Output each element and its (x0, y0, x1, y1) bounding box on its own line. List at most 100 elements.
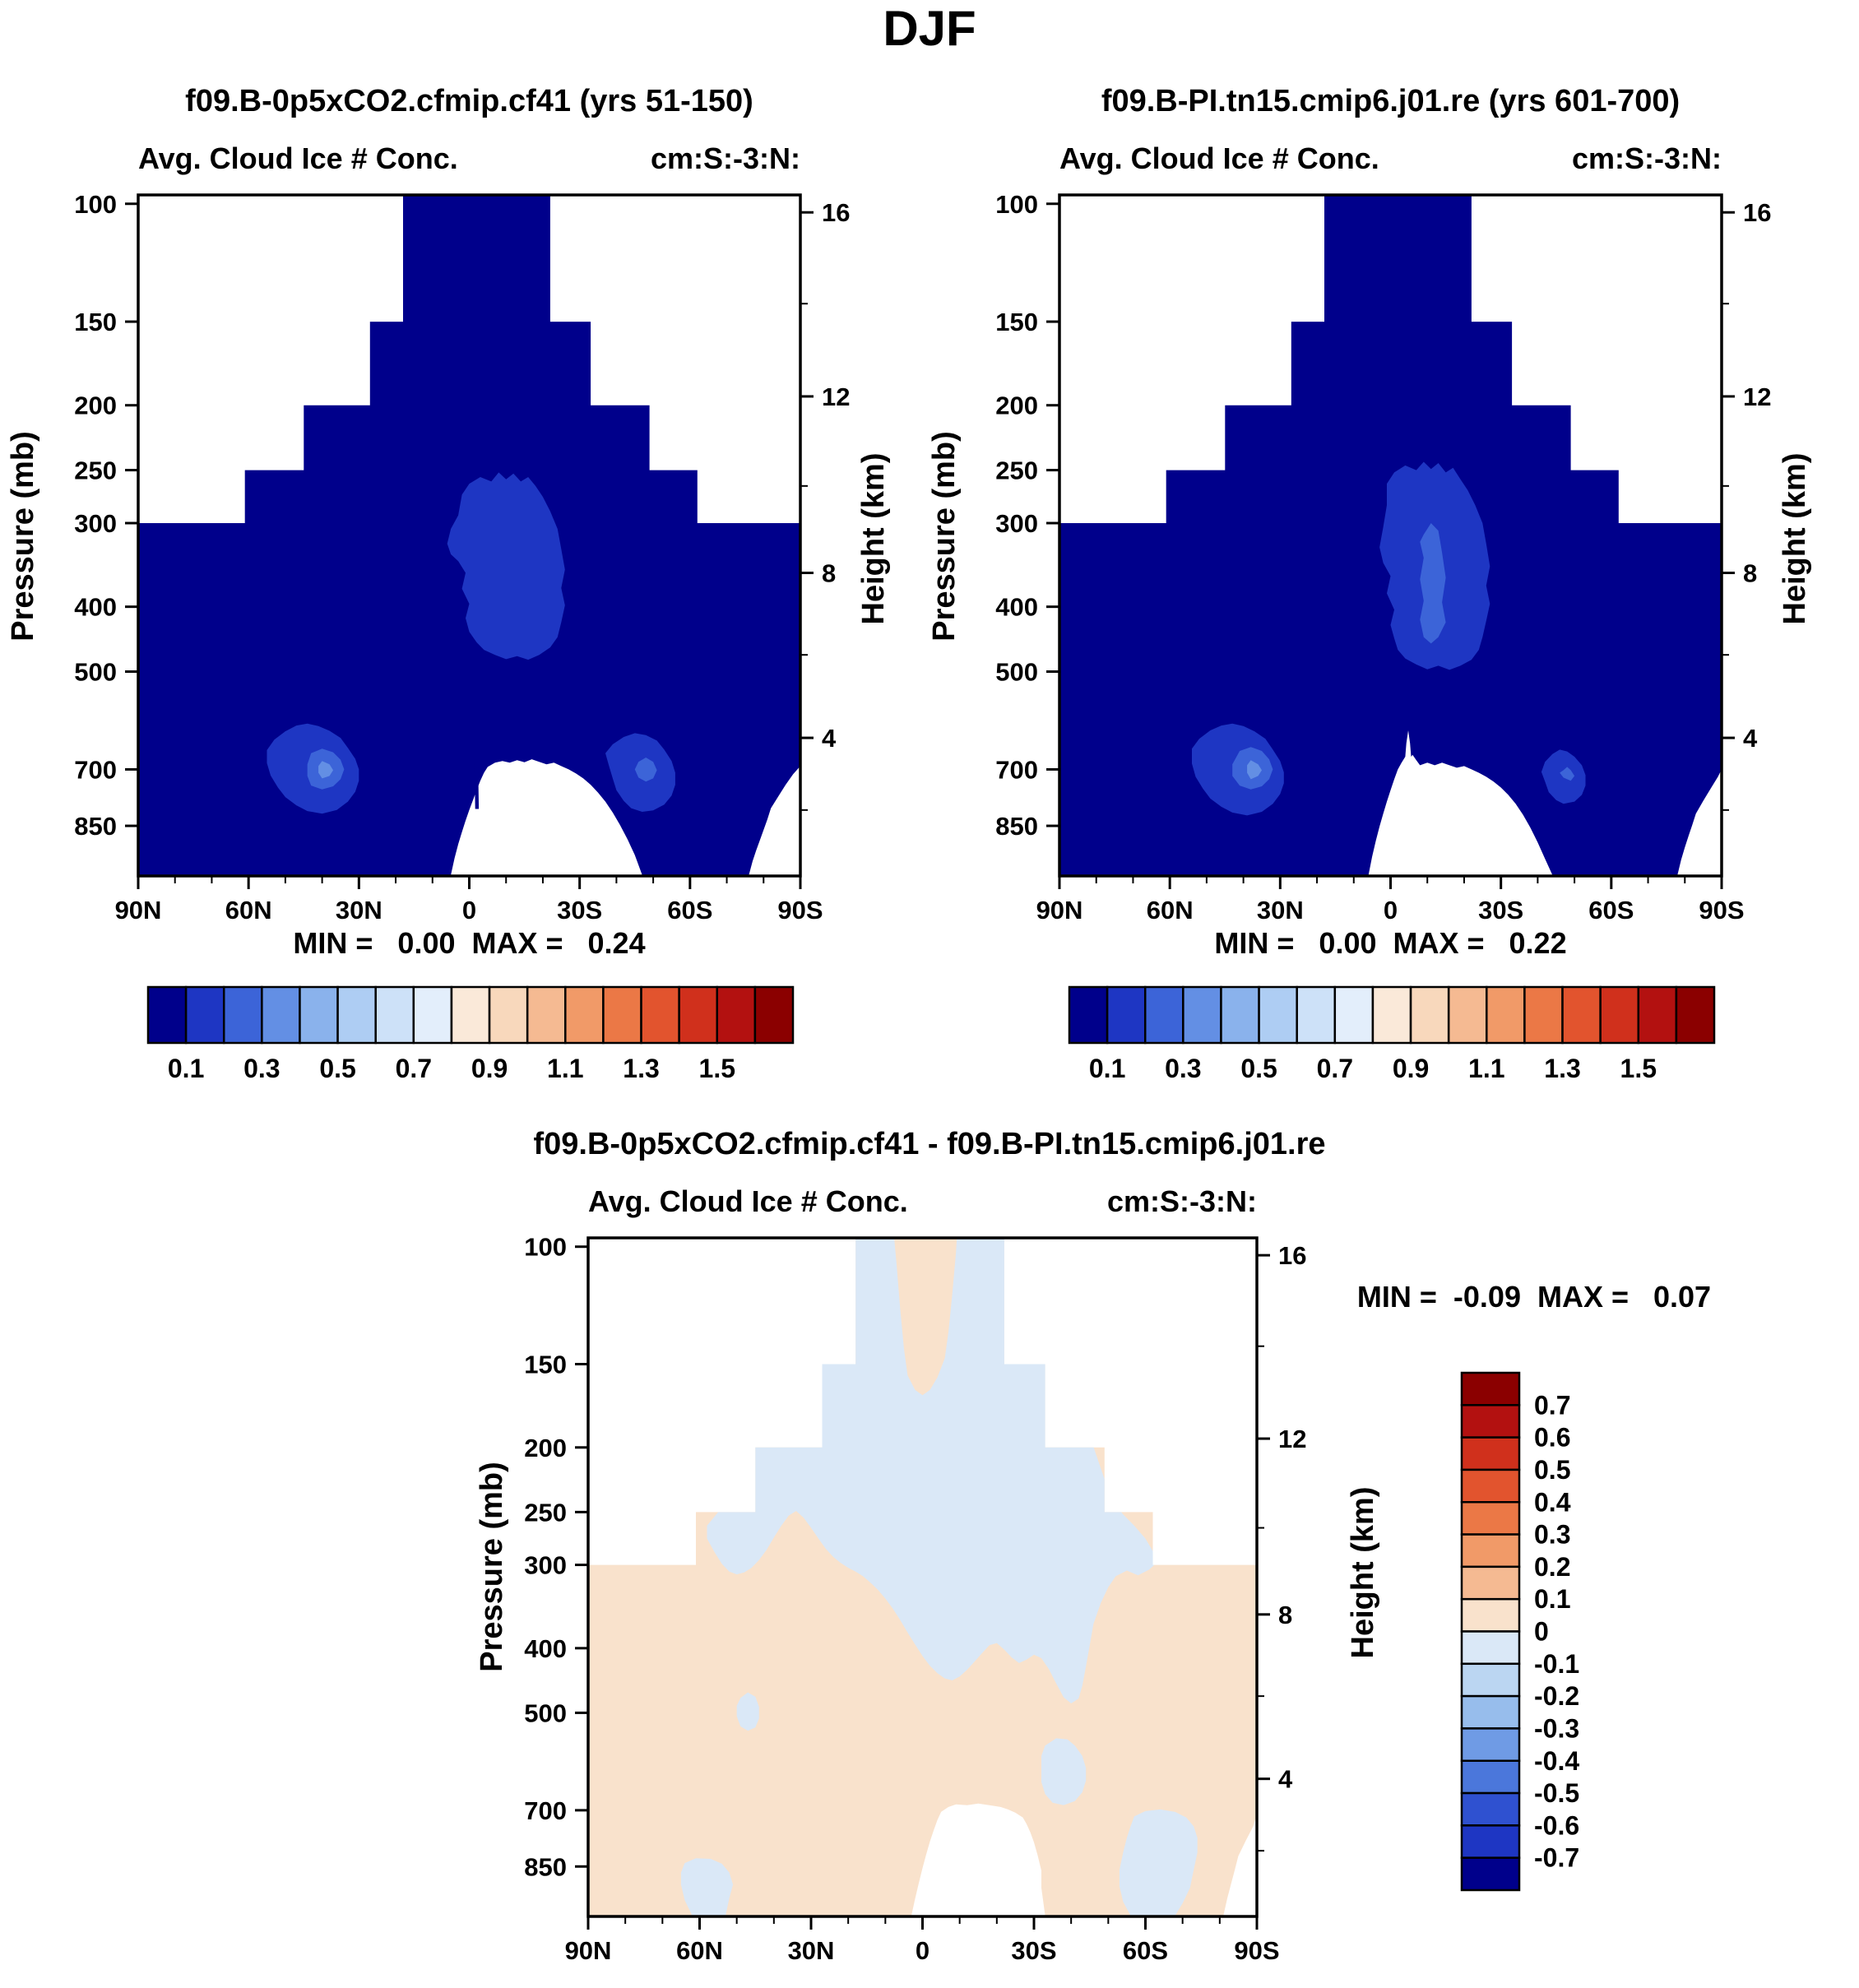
svg-text:30N: 30N (336, 896, 382, 924)
svg-text:200: 200 (995, 392, 1038, 420)
svg-text:0: 0 (1384, 896, 1398, 924)
panel1-height-axis-label: Height (km) (856, 452, 891, 625)
svg-text:30S: 30S (1011, 1936, 1056, 1965)
panel2-subtitle-row: Avg. Cloud Ice # Conc. cm:S:-3:N: (1059, 141, 1722, 176)
svg-text:500: 500 (995, 658, 1038, 687)
panel-0p5xco2: 90N 60N 30N 0 30S 60S 90S 100 150 200 250 300 400 500… (74, 190, 850, 1083)
svg-text:-0.6: -0.6 (1534, 1810, 1579, 1840)
svg-text:500: 500 (74, 658, 117, 687)
svg-text:-0.3: -0.3 (1534, 1713, 1579, 1743)
panel-difference: 90N 60N 30N 0 30S 60S 90S 100 150 200 250 300 400 500… (524, 1233, 1579, 1965)
svg-text:4: 4 (1743, 724, 1758, 753)
svg-text:90S: 90S (1234, 1936, 1279, 1965)
panel1-field-label: Avg. Cloud Ice # Conc. (138, 141, 458, 175)
svg-text:0.1: 0.1 (1534, 1584, 1570, 1614)
svg-text:0.5: 0.5 (319, 1054, 355, 1083)
svg-text:0.3: 0.3 (1165, 1054, 1201, 1083)
svg-text:-0.2: -0.2 (1534, 1681, 1579, 1711)
svg-text:400: 400 (995, 593, 1038, 622)
panel3-height-axis-label: Height (km) (1346, 1486, 1380, 1659)
svg-text:1.5: 1.5 (1620, 1054, 1657, 1083)
svg-text:0.3: 0.3 (1534, 1520, 1570, 1550)
svg-text:0.9: 0.9 (1393, 1054, 1429, 1083)
svg-text:-0.1: -0.1 (1534, 1649, 1579, 1679)
svg-text:300: 300 (74, 509, 117, 538)
panel2-height-axis-label: Height (km) (1778, 452, 1812, 625)
panel3-minmax: MIN = -0.09 MAX = 0.07 (1356, 1280, 1712, 1314)
svg-text:8: 8 (822, 558, 836, 587)
svg-text:60N: 60N (225, 896, 272, 924)
svg-text:90S: 90S (1699, 896, 1744, 924)
panel1-subtitle-row: Avg. Cloud Ice # Conc. cm:S:-3:N: (138, 141, 800, 176)
svg-text:850: 850 (995, 812, 1038, 841)
panel1-title: f09.B-0p5xCO2.cfmip.cf41 (yrs 51-150) (185, 84, 753, 118)
svg-text:400: 400 (524, 1634, 567, 1663)
panel2-pressure-axis-label: Pressure (mb) (927, 431, 962, 642)
svg-text:0.7: 0.7 (1534, 1390, 1570, 1420)
svg-text:1.3: 1.3 (623, 1054, 659, 1083)
panel1-minmax: MIN = 0.00 MAX = 0.24 (293, 926, 646, 960)
panel3-units-label: cm:S:-3:N: (1106, 1184, 1257, 1218)
svg-text:12: 12 (822, 382, 850, 411)
svg-text:300: 300 (524, 1551, 567, 1580)
svg-text:12: 12 (1278, 1425, 1306, 1453)
svg-text:1.1: 1.1 (547, 1054, 583, 1083)
svg-text:150: 150 (524, 1350, 567, 1379)
svg-text:150: 150 (74, 308, 117, 336)
svg-text:700: 700 (74, 755, 117, 784)
svg-text:150: 150 (995, 308, 1038, 336)
svg-text:8: 8 (1743, 558, 1757, 587)
svg-text:30S: 30S (1478, 896, 1523, 924)
svg-text:0.6: 0.6 (1534, 1423, 1570, 1453)
svg-text:12: 12 (1743, 382, 1771, 411)
svg-text:60N: 60N (676, 1936, 723, 1965)
panel3-subtitle-row: Avg. Cloud Ice # Conc. cm:S:-3:N: (588, 1184, 1257, 1219)
svg-text:0.5: 0.5 (1240, 1054, 1277, 1083)
svg-text:8: 8 (1278, 1601, 1292, 1629)
svg-text:0.5: 0.5 (1534, 1455, 1570, 1485)
svg-text:100: 100 (524, 1233, 567, 1262)
svg-text:16: 16 (1278, 1241, 1306, 1270)
svg-text:400: 400 (74, 593, 117, 622)
svg-text:1.5: 1.5 (699, 1054, 735, 1083)
svg-text:700: 700 (524, 1796, 567, 1825)
svg-text:90N: 90N (1036, 896, 1083, 924)
svg-text:90N: 90N (115, 896, 162, 924)
svg-text:90S: 90S (777, 896, 823, 924)
svg-text:0.1: 0.1 (168, 1054, 204, 1083)
svg-text:200: 200 (74, 392, 117, 420)
svg-text:60N: 60N (1147, 896, 1194, 924)
panel3-pressure-axis-label: Pressure (mb) (475, 1462, 509, 1672)
svg-text:0.7: 0.7 (1317, 1054, 1353, 1083)
svg-text:100: 100 (74, 190, 117, 219)
svg-text:0: 0 (462, 896, 476, 924)
svg-text:-0.5: -0.5 (1534, 1778, 1579, 1808)
svg-text:16: 16 (1743, 198, 1771, 227)
svg-text:1.1: 1.1 (1468, 1054, 1504, 1083)
svg-text:100: 100 (995, 190, 1038, 219)
svg-text:250: 250 (74, 456, 117, 485)
panel3-title: f09.B-0p5xCO2.cfmip.cf41 - f09.B-PI.tn15… (533, 1127, 1326, 1161)
season-title: DJF (883, 1, 976, 56)
panel2-units-label: cm:S:-3:N: (1571, 141, 1722, 175)
svg-text:60S: 60S (1123, 1936, 1168, 1965)
svg-text:-0.7: -0.7 (1534, 1843, 1579, 1873)
svg-text:250: 250 (995, 456, 1038, 485)
panel3-field-label: Avg. Cloud Ice # Conc. (588, 1184, 908, 1218)
svg-text:90N: 90N (565, 1936, 612, 1965)
svg-text:850: 850 (74, 812, 117, 841)
svg-text:700: 700 (995, 755, 1038, 784)
svg-text:4: 4 (1278, 1765, 1293, 1794)
svg-text:0: 0 (1534, 1617, 1549, 1647)
svg-text:0.7: 0.7 (396, 1054, 432, 1083)
svg-text:-0.4: -0.4 (1534, 1746, 1579, 1776)
svg-text:200: 200 (524, 1434, 567, 1462)
svg-text:0.9: 0.9 (471, 1054, 508, 1083)
svg-text:30N: 30N (788, 1936, 835, 1965)
svg-text:1.3: 1.3 (1544, 1054, 1580, 1083)
svg-text:0.4: 0.4 (1534, 1487, 1571, 1517)
svg-text:4: 4 (822, 724, 837, 753)
svg-text:500: 500 (524, 1698, 567, 1727)
